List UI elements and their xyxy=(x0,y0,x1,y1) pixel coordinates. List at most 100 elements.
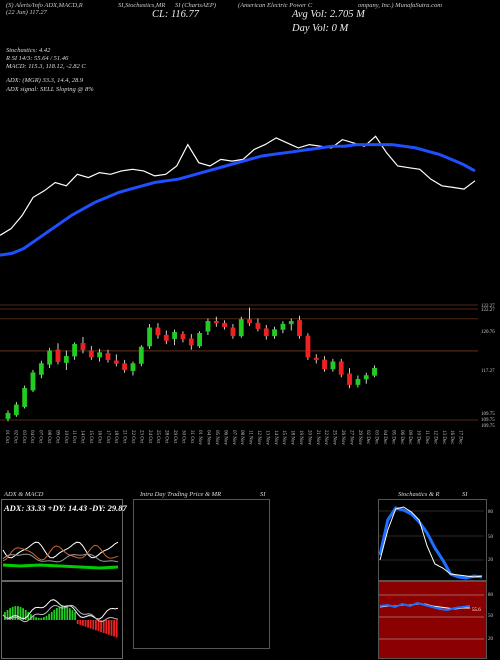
macd-histogram-bar xyxy=(95,620,97,631)
header-last-price: (22 Jun) 117.27 xyxy=(6,9,47,16)
date-tick-label: 10 Oct xyxy=(63,430,68,444)
header-company-tail: ompany, Inc.) MunafaSutra.com xyxy=(358,2,442,9)
price-label: 120.76 xyxy=(481,330,495,335)
price-label: 109.75 xyxy=(481,412,495,417)
candle-down xyxy=(297,320,302,337)
date-tick-label: 08 Oct xyxy=(46,430,51,444)
date-tick-label: 25 Nov xyxy=(332,430,337,445)
macd-histogram-bar xyxy=(19,606,22,620)
date-tick-label: 27 Nov xyxy=(348,430,353,445)
macd-histogram-bar xyxy=(35,617,37,620)
macd-histogram-bar xyxy=(115,620,118,638)
header-symbol: SI (ChartsAEP) xyxy=(175,2,216,9)
candle-up xyxy=(138,346,144,364)
candle-down xyxy=(305,335,311,358)
candle-down xyxy=(338,361,344,375)
candle-up xyxy=(72,344,78,357)
date-tick-label: 09 Dec xyxy=(407,430,412,445)
price-label: 122.27 xyxy=(481,304,495,309)
date-tick-label: 16 Dec xyxy=(449,430,454,445)
macd-histogram-bar xyxy=(66,606,69,620)
stoch-tick: 50 xyxy=(488,535,493,540)
date-tick-label: 23 Oct xyxy=(138,430,143,444)
candle-down xyxy=(313,357,319,361)
stochastics-readout: Stochastics: 4.42 xyxy=(6,47,51,54)
date-tick-label: 21 Oct xyxy=(122,430,127,444)
date-tick-label: 19 Nov xyxy=(298,430,303,445)
date-tick-label: 04 Oct xyxy=(29,430,34,444)
candle-up xyxy=(30,372,36,391)
stoch-tick: 20 xyxy=(488,558,493,563)
macd-histogram-bar xyxy=(45,615,48,620)
date-tick-label: 03 Dec xyxy=(374,430,379,445)
header-alerts: (S) Alerts/Info ADX,MACD,R xyxy=(6,2,83,9)
stoch-tick: 80 xyxy=(488,510,493,515)
macd-histogram-bar xyxy=(84,620,87,627)
date-tick-label: 02 Dec xyxy=(365,430,370,445)
candle-up xyxy=(22,388,28,407)
date-tick-label: 22 Oct xyxy=(130,430,135,444)
date-tick-label: 08 Nov xyxy=(239,430,244,445)
date-tick-label: 22 Nov xyxy=(323,430,328,445)
candle-up xyxy=(197,332,203,347)
date-tick-label: 11 Oct xyxy=(71,430,76,444)
macd-histogram-bar xyxy=(37,617,40,620)
candle-down xyxy=(222,322,228,327)
candle-up xyxy=(363,375,369,380)
macd-histogram-bar xyxy=(11,606,14,620)
candle-down xyxy=(180,333,186,339)
close-price-line xyxy=(0,135,476,236)
candle-down xyxy=(113,360,119,364)
macd-histogram-bar xyxy=(48,613,50,620)
macd-histogram-bar xyxy=(9,608,11,620)
candle-up xyxy=(47,350,53,365)
macd-histogram-bar xyxy=(6,609,9,620)
date-tick-label: 13 Dec xyxy=(441,430,446,445)
date-tick-label: 07 Nov xyxy=(231,430,236,445)
date-tick-label: 17 Dec xyxy=(458,430,463,445)
macd-histogram-bar xyxy=(14,606,17,620)
rsi-tick: 50 xyxy=(488,614,493,619)
candle-up xyxy=(130,363,136,372)
header-stoch-label: SI,Stochastics,MR xyxy=(118,2,166,9)
macd-histogram-bar xyxy=(108,620,110,635)
candle-down xyxy=(247,319,252,324)
macd-histogram-bar xyxy=(97,620,100,632)
candle-down xyxy=(255,322,261,329)
rsi-panel xyxy=(378,581,487,659)
intraday-panel-si: SI xyxy=(260,491,266,498)
date-tick-label: 17 Oct xyxy=(105,430,110,444)
date-tick-label: 18 Oct xyxy=(113,430,118,444)
date-tick-label: 09 Oct xyxy=(54,430,59,444)
adx-minus-di-line xyxy=(2,544,119,562)
adx-dx-line xyxy=(2,553,119,563)
header-day-vol: Day Vol: 0 M xyxy=(292,23,349,34)
macd-histogram-bar xyxy=(24,609,27,620)
candle-down xyxy=(80,343,86,350)
macd-histogram-bar xyxy=(100,620,102,633)
macd-histogram-bar xyxy=(27,612,30,620)
intraday-panel xyxy=(133,499,270,649)
price-label: 109.75 xyxy=(481,418,495,423)
macd-signal-line xyxy=(2,604,119,623)
candle-up xyxy=(238,319,244,337)
macd-histogram-bar xyxy=(22,608,24,620)
date-tick-label: 12 Dec xyxy=(432,430,437,445)
macd-histogram-bar xyxy=(71,610,74,620)
candle-down xyxy=(322,359,327,370)
macd-histogram-bar xyxy=(69,608,71,620)
candle-up xyxy=(97,352,103,358)
intraday-panel-title: Intra Day Trading Price & MR xyxy=(140,491,222,498)
stoch-panel xyxy=(378,499,487,581)
candle-down xyxy=(105,353,111,361)
candle-down xyxy=(88,350,94,358)
date-tick-label: 26 Nov xyxy=(340,430,345,445)
macd-histogram-bar xyxy=(30,614,32,620)
date-tick-label: 12 Nov xyxy=(256,430,261,445)
macd-readout: MACD: 115.3, 118.12, -2.82 C xyxy=(6,63,86,70)
candle-up xyxy=(63,355,69,363)
candle-down xyxy=(122,363,128,371)
date-tick-label: 14 Nov xyxy=(273,430,278,445)
